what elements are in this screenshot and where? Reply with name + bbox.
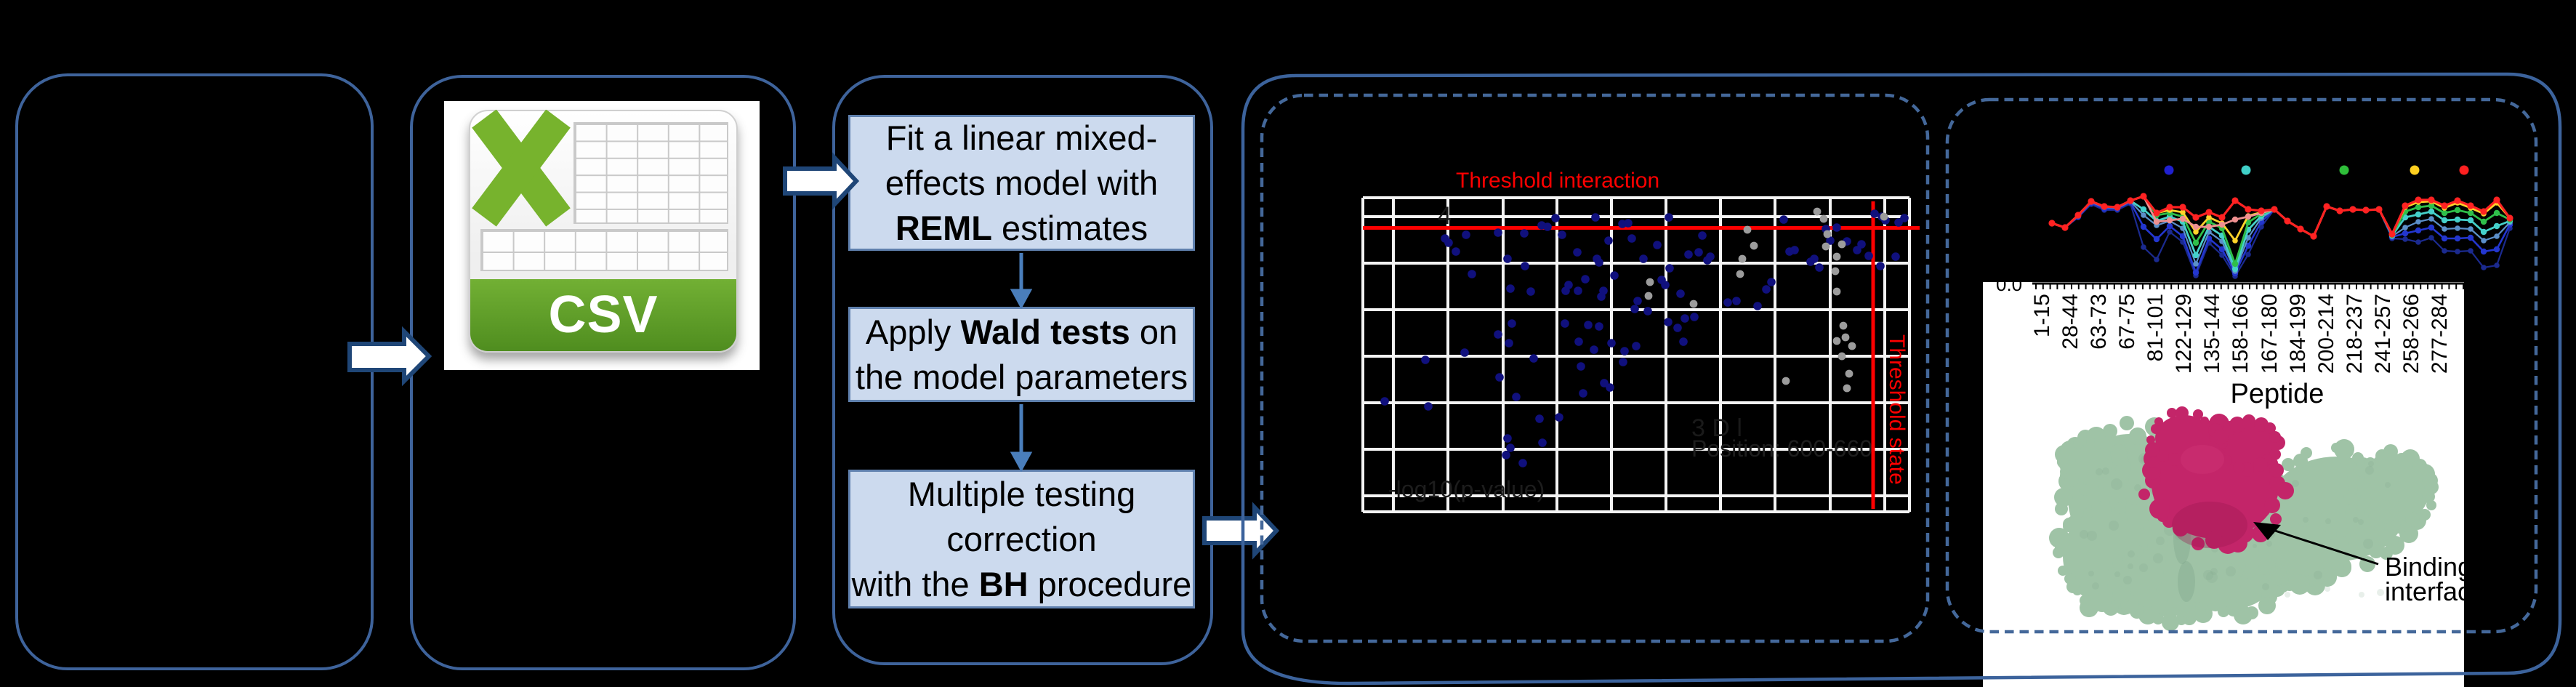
svg-text:200-214: 200-214: [2314, 294, 2338, 374]
svg-text:Threshold state: Threshold state: [1885, 334, 1909, 485]
svg-text:277-284: 277-284: [2428, 294, 2452, 374]
svg-text:-log10(p-value): -log10(p-value): [1388, 476, 1545, 502]
svg-text:1-15: 1-15: [2030, 294, 2054, 337]
svg-text:167-180: 167-180: [2258, 294, 2282, 374]
svg-text:158-166: 158-166: [2229, 294, 2253, 374]
svg-text:Binding: Binding: [2385, 552, 2472, 582]
svg-text:Position: 600-660: Position: 600-660: [1691, 435, 1872, 462]
svg-text:interface: interface: [2385, 576, 2485, 606]
svg-text:184-199: 184-199: [2286, 294, 2310, 374]
svg-text:Peptide: Peptide: [2231, 379, 2325, 409]
svg-text:67-75: 67-75: [2115, 294, 2139, 350]
svg-text:3 D l: 3 D l: [1691, 414, 1742, 442]
svg-text:Threshold interaction: Threshold interaction: [1456, 169, 1659, 193]
svg-text:63-73: 63-73: [2087, 294, 2111, 350]
svg-text:218-237: 218-237: [2343, 294, 2367, 374]
svg-text:258-266: 258-266: [2399, 294, 2423, 374]
svg-text:0.0: 0.0: [1996, 273, 2022, 295]
svg-text:135-144: 135-144: [2200, 294, 2224, 374]
svg-text:241-257: 241-257: [2371, 294, 2395, 374]
svg-text:81-101: 81-101: [2144, 294, 2168, 361]
svg-text:122-129: 122-129: [2172, 294, 2196, 374]
svg-text:4: 4: [1438, 202, 1452, 230]
svg-text:28-44: 28-44: [2058, 294, 2082, 350]
